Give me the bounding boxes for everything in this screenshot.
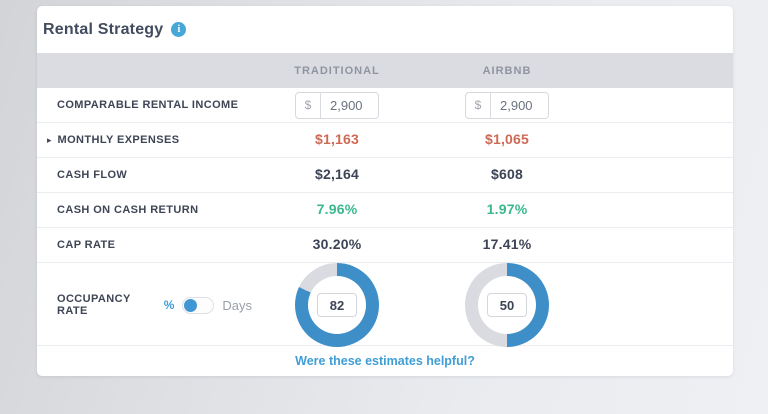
percent-option-label[interactable]: % <box>163 298 175 312</box>
rental-strategy-card: Rental Strategy i TRADITIONAL AIRBNB COM… <box>37 6 733 376</box>
cap-rate-airbnb: 17.41% <box>482 236 532 252</box>
cash-flow-airbnb: $608 <box>491 166 523 182</box>
monthly-expenses-expander[interactable]: ▸ MONTHLY EXPENSES <box>37 134 252 146</box>
percent-days-toggle[interactable] <box>182 296 215 314</box>
info-icon[interactable]: i <box>171 22 187 37</box>
monthly-expenses-airbnb: $1,065 <box>484 131 530 147</box>
cap-rate-traditional: 30.20% <box>312 236 362 252</box>
days-option-label[interactable]: Days <box>222 297 252 313</box>
estimates-helpful-link[interactable]: Were these estimates helpful? <box>295 354 475 368</box>
card-header: Rental Strategy i <box>37 6 733 53</box>
row-cap-rate: CAP RATE 30.20% 17.41% <box>37 228 733 263</box>
occupancy-input-airbnb[interactable] <box>487 293 527 317</box>
rental-income-field-traditional[interactable] <box>321 92 378 118</box>
rental-income-input-traditional[interactable]: $ <box>295 91 379 119</box>
row-label: MONTHLY EXPENSES <box>57 134 180 146</box>
cash-flow-traditional: $2,164 <box>314 166 360 182</box>
rental-income-field-airbnb[interactable] <box>491 92 548 118</box>
coc-return-airbnb: 1.97% <box>486 201 528 217</box>
occupancy-donut-traditional <box>295 263 379 347</box>
row-comparable-rental-income: COMPARABLE RENTAL INCOME $ $ <box>37 88 733 123</box>
occupancy-donut-airbnb <box>465 263 549 347</box>
column-header-airbnb: AIRBNB <box>482 64 532 77</box>
currency-symbol: $ <box>466 92 491 118</box>
row-label: CASH FLOW <box>57 169 128 181</box>
row-label: COMPARABLE RENTAL INCOME <box>57 99 239 111</box>
card-footer: Were these estimates helpful? <box>37 346 733 376</box>
row-label: OCCUPANCY RATE <box>57 293 131 317</box>
currency-symbol: $ <box>296 92 321 118</box>
row-monthly-expenses: ▸ MONTHLY EXPENSES $1,163 $1,065 <box>37 123 733 158</box>
page-title: Rental Strategy <box>43 20 164 38</box>
row-label: CASH ON CASH RETURN <box>57 204 199 216</box>
occupancy-input-traditional[interactable] <box>317 293 357 317</box>
rental-income-input-airbnb[interactable]: $ <box>465 91 549 119</box>
coc-return-traditional: 7.96% <box>316 201 358 217</box>
row-cash-on-cash-return: CASH ON CASH RETURN 7.96% 1.97% <box>37 193 733 228</box>
row-cash-flow: CASH FLOW $2,164 $608 <box>37 158 733 193</box>
row-label: CAP RATE <box>57 239 116 251</box>
column-header-traditional: TRADITIONAL <box>294 64 380 77</box>
toggle-knob[interactable] <box>184 298 198 312</box>
table-header-row: TRADITIONAL AIRBNB <box>37 53 733 88</box>
expand-arrow-icon[interactable]: ▸ <box>47 134 52 145</box>
monthly-expenses-traditional: $1,163 <box>314 131 360 147</box>
row-occupancy-rate: OCCUPANCY RATE % Days <box>37 263 733 347</box>
